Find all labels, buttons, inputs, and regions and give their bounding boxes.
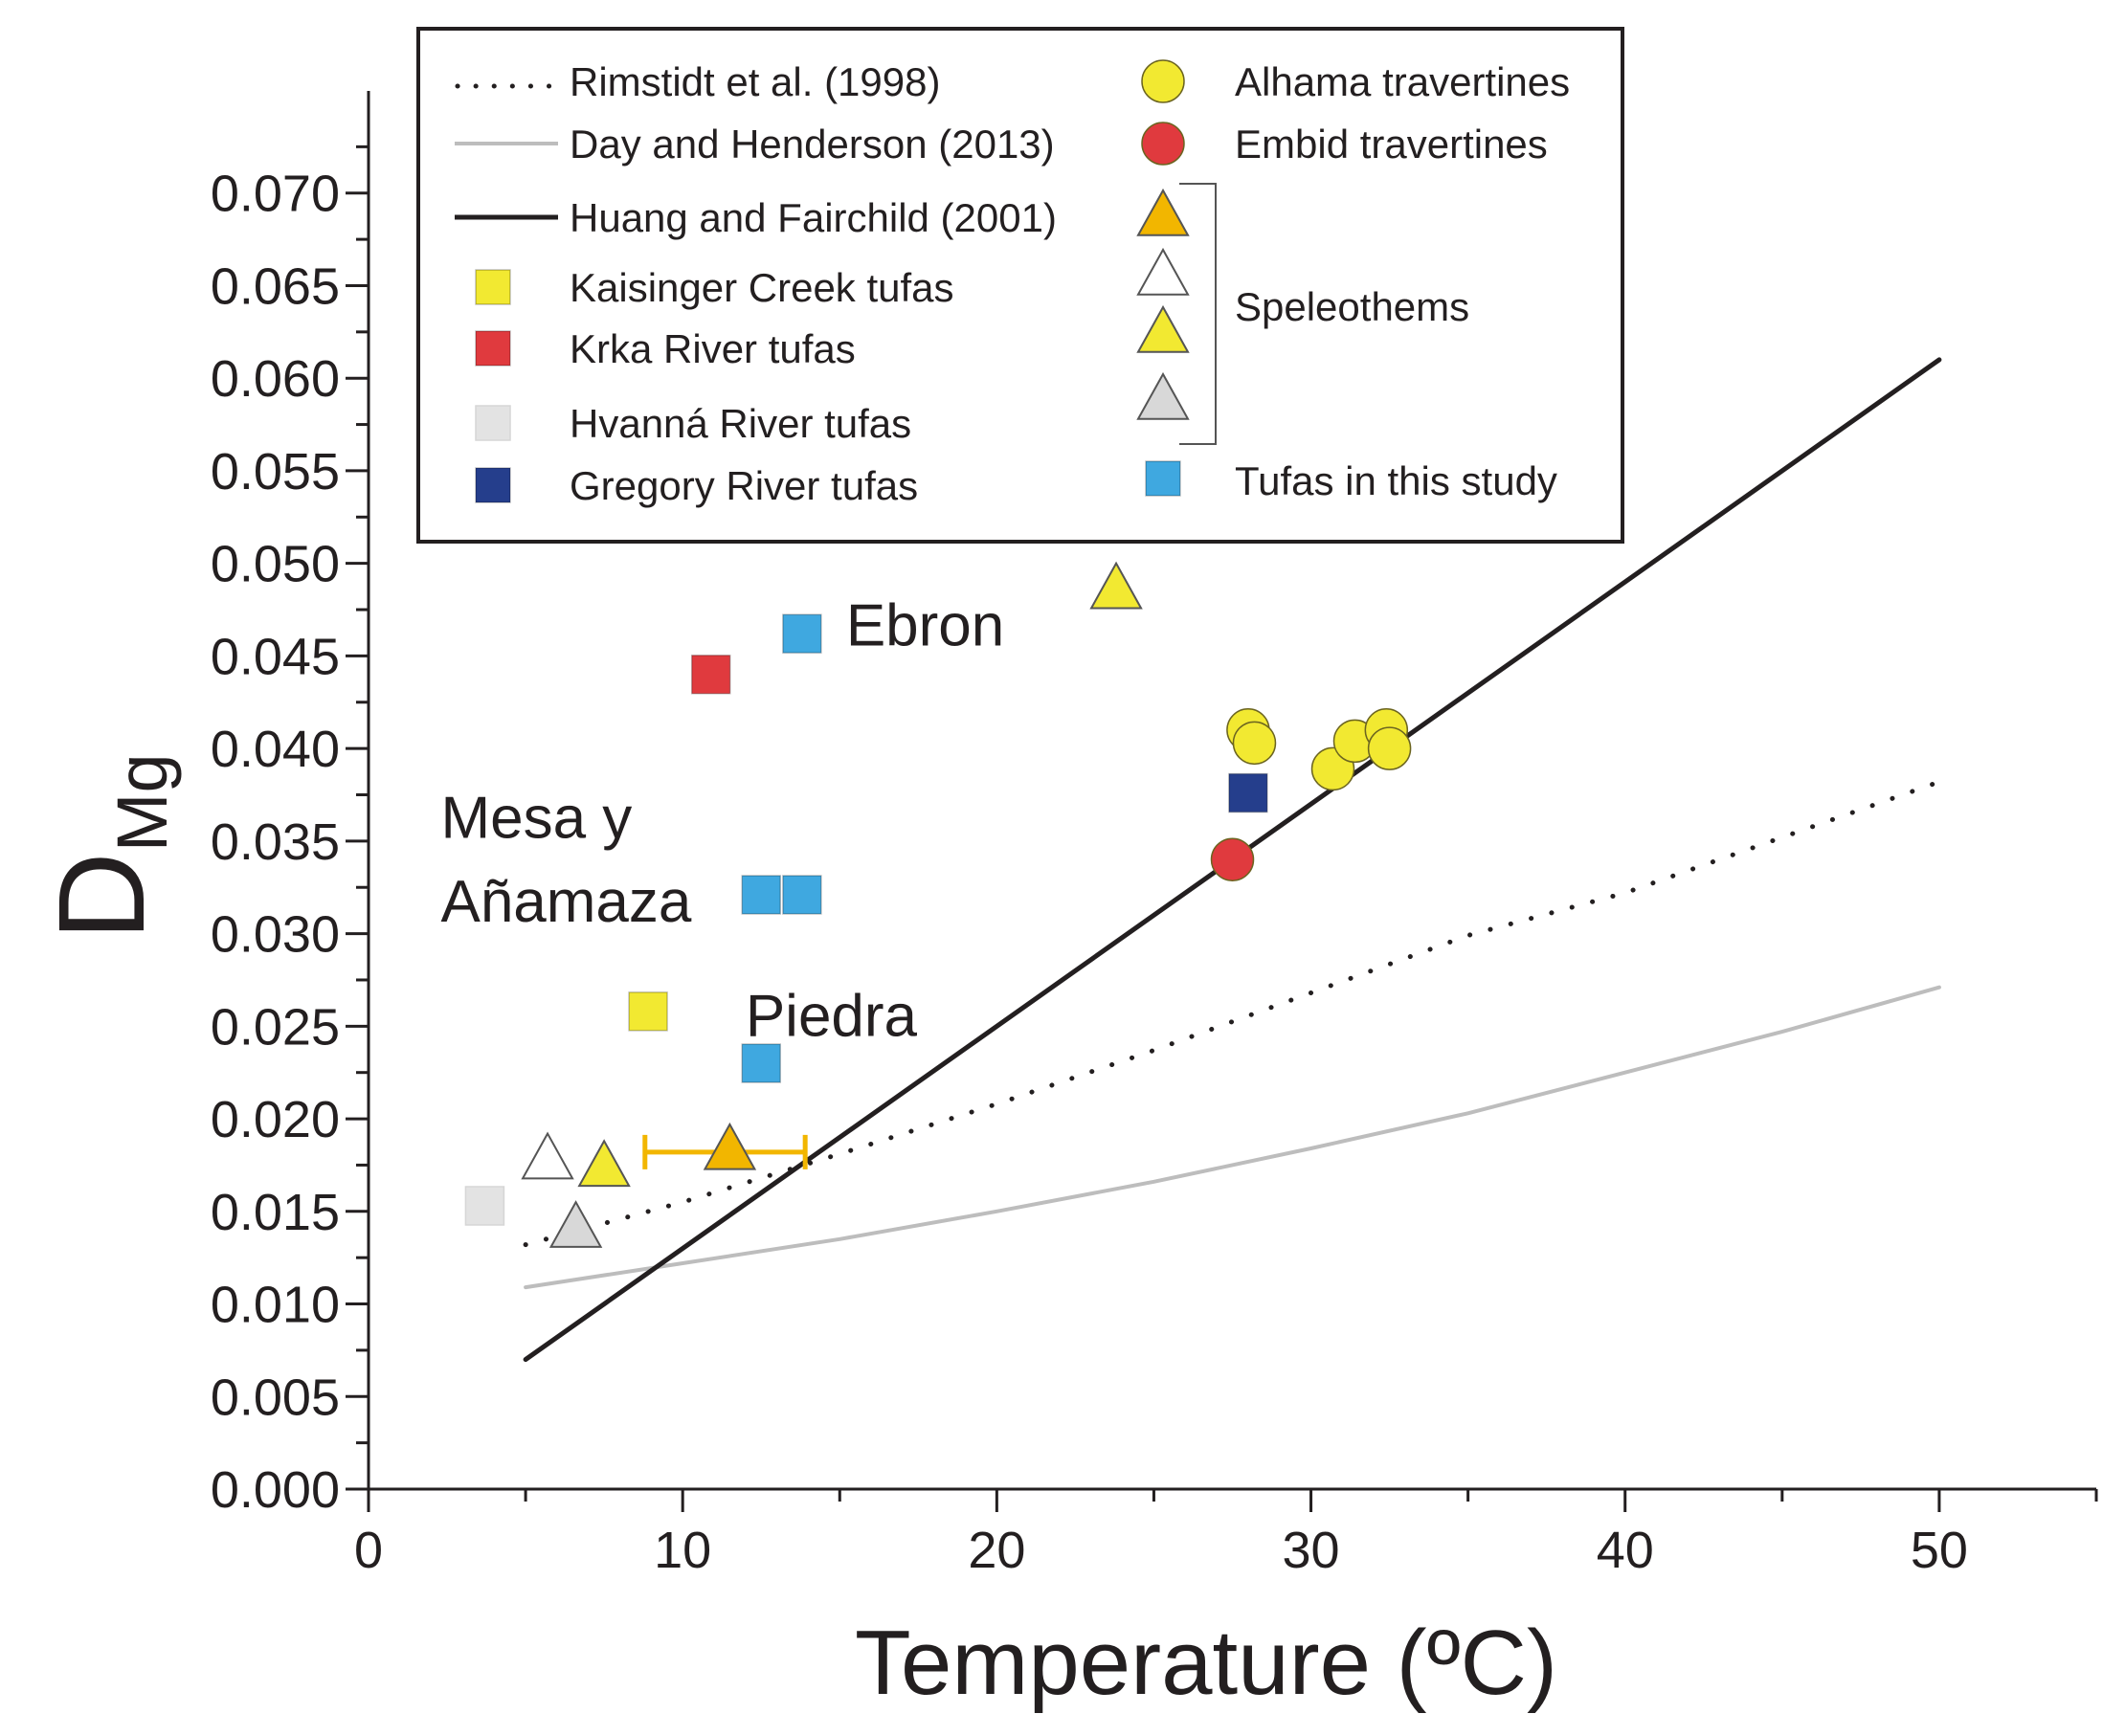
legend-huang-and-fairchild-2001-label: Huang and Fairchild (2001) xyxy=(570,195,1057,240)
legend-kaisinger-creek-tufas-label: Kaisinger Creek tufas xyxy=(570,265,954,310)
legend-embid-travertines-label: Embid travertines xyxy=(1235,122,1548,167)
x-tick-label: 20 xyxy=(968,1522,1025,1579)
legend-box xyxy=(416,27,1624,544)
legend-alhama-travertines-label: Alhama travertines xyxy=(1235,59,1570,104)
legend-kaisinger-creek-tufas-symbol xyxy=(475,269,511,305)
rimstidt-et-al-1998-line xyxy=(523,779,1942,1248)
x-tick-label: 0 xyxy=(354,1522,383,1579)
speleothems-amber-point xyxy=(703,1122,757,1170)
y-axis-title-subscript: Mg xyxy=(102,753,182,852)
embid-travertines-point xyxy=(1210,837,1255,881)
krka-river-tufas-point xyxy=(690,654,731,695)
y-tick-label: 0.010 xyxy=(211,1277,340,1334)
legend-speleothems-triangle xyxy=(1136,371,1190,420)
legend-speleothems-triangle xyxy=(1136,188,1190,236)
legend: Rimstidt et al. (1998) Day and Henderson … xyxy=(416,27,1624,544)
y-tick-label: 0.070 xyxy=(211,166,340,223)
y-tick-label: 0.050 xyxy=(211,536,340,593)
legend-tufas-in-this-study-symbol xyxy=(1145,460,1181,497)
legend-speleothems-triangle xyxy=(1136,304,1190,353)
x-tick-label: 10 xyxy=(654,1522,711,1579)
day-and-henderson-2013-line xyxy=(524,985,1941,1290)
legend-hvann-river-tufas-symbol xyxy=(475,405,511,441)
x-tick-label: 40 xyxy=(1597,1522,1654,1579)
y-axis-title: DMg xyxy=(34,753,182,940)
y-tick-label: 0.055 xyxy=(211,443,340,501)
y-tick-label: 0.045 xyxy=(211,628,340,685)
speleothems-gray-point xyxy=(548,1200,603,1248)
annotation-ebron: Ebron xyxy=(846,593,1004,659)
gregory-river-tufas-point xyxy=(1228,772,1268,813)
legend-hvann-river-tufas-label: Hvanná River tufas xyxy=(570,401,911,446)
x-tick-label: 50 xyxy=(1911,1522,1968,1579)
speleothems-white-point xyxy=(521,1131,574,1180)
svg-text:DMg: DMg xyxy=(34,753,182,940)
y-tick-label: 0.000 xyxy=(211,1461,340,1519)
legend-rimstidt-et-al-1998-label: Rimstidt et al. (1998) xyxy=(570,59,940,104)
y-tick-label: 0.065 xyxy=(211,257,340,315)
tufas-in-this-study-point xyxy=(782,875,822,915)
legend-krka-river-tufas-symbol xyxy=(475,330,511,367)
legend-speleothems-triangle xyxy=(1136,247,1190,296)
legend-day-and-henderson-2013-label: Day and Henderson (2013) xyxy=(570,122,1055,167)
annotation-a-amaza: Añamaza xyxy=(440,869,691,935)
plot-area: 0.000 0.005 0.010 0.015 0.020 0.025 0.030 0.035… xyxy=(211,91,2098,1579)
y-tick-label: 0.020 xyxy=(211,1091,340,1148)
speleothems-yellow-point xyxy=(577,1139,631,1188)
hvann-river-tufas-point xyxy=(464,1186,505,1226)
tufas-in-this-study-point xyxy=(741,1043,781,1083)
legend-speleothems-bracket xyxy=(1179,183,1217,445)
y-tick-label: 0.025 xyxy=(211,998,340,1056)
alhama-travertines-point xyxy=(1232,721,1277,766)
annotation-mesa-y: Mesa y xyxy=(440,786,632,852)
alhama-travertines-point xyxy=(1367,726,1412,770)
legend-alhama-travertines-symbol xyxy=(1141,59,1185,103)
y-tick-label: 0.035 xyxy=(211,813,340,871)
annotation-piedra: Piedra xyxy=(746,984,918,1050)
y-tick-label: 0.060 xyxy=(211,350,340,408)
x-axis-title: Temperature (ºC) xyxy=(855,1612,1557,1714)
y-tick-label: 0.015 xyxy=(211,1184,340,1241)
kaisinger-creek-tufas-point xyxy=(628,991,668,1032)
y-tick-label: 0.040 xyxy=(211,721,340,778)
tufas-in-this-study-point xyxy=(782,613,822,654)
y-axis-title-main: D xyxy=(34,852,170,940)
legend-embid-travertines-symbol xyxy=(1141,122,1185,166)
speleothems-yellow-point xyxy=(1089,561,1143,610)
y-tick-label: 0.030 xyxy=(211,906,340,964)
legend-gregory-river-tufas-label: Gregory River tufas xyxy=(570,463,918,508)
legend-krka-river-tufas-label: Krka River tufas xyxy=(570,326,856,371)
legend-speleothems-label: Speleothems xyxy=(1235,284,1469,329)
legend-gregory-river-tufas-symbol xyxy=(475,467,511,503)
tufas-in-this-study-point xyxy=(741,875,781,915)
legend-tufas-in-this-study-label: Tufas in this study xyxy=(1235,458,1557,503)
x-tick-label: 30 xyxy=(1283,1522,1340,1579)
y-tick-label: 0.005 xyxy=(211,1369,340,1426)
